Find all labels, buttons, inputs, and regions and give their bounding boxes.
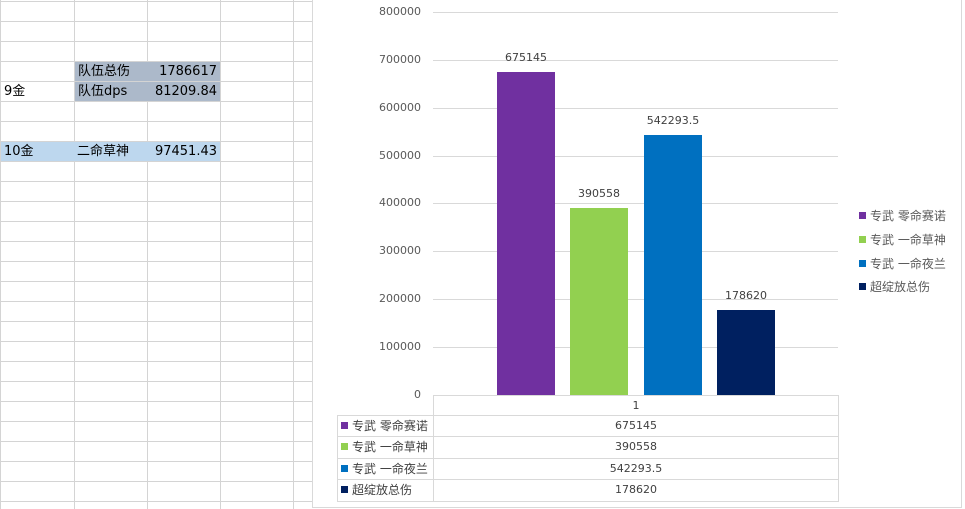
bar-cyno-c0[interactable]: [497, 72, 555, 395]
row-divider: [0, 21, 320, 22]
gridline: [433, 108, 838, 109]
bar-yelan-c1[interactable]: [644, 135, 702, 395]
legend-swatch-icon: [341, 486, 348, 493]
gridline: [433, 299, 838, 300]
cell-c2-nahida-value[interactable]: 97451.43: [147, 142, 220, 161]
gridline: [433, 12, 838, 13]
row-divider: [0, 281, 320, 282]
data-table-value: 178620: [433, 479, 839, 502]
legend-swatch-icon: [859, 260, 866, 267]
y-tick-label: 500000: [379, 149, 421, 162]
row-divider: [0, 481, 320, 482]
legend-swatch-icon: [341, 443, 348, 450]
row-divider: [0, 181, 320, 182]
data-table-category-header: 1: [433, 395, 839, 416]
row-divider: [0, 221, 320, 222]
bar-chart[interactable]: 800000 700000 600000 500000 400000 30000…: [312, 0, 962, 508]
row-divider: [0, 461, 320, 462]
row-divider: [0, 421, 320, 422]
gridline: [433, 156, 838, 157]
row-divider: [0, 121, 320, 122]
series-name: 专武 一命夜兰: [352, 462, 428, 476]
data-label: 178620: [725, 289, 767, 302]
cell-team-dps-label[interactable]: 队伍dps: [75, 82, 147, 101]
column-divider: [147, 0, 148, 509]
gridline: [433, 251, 838, 252]
bar-nahida-c1[interactable]: [570, 208, 628, 395]
series-name: 专武 零命赛诺: [352, 419, 428, 433]
y-tick-label: 800000: [379, 5, 421, 18]
legend-swatch-icon: [341, 422, 348, 429]
row-divider: [0, 441, 320, 442]
y-tick-label: 700000: [379, 53, 421, 66]
cell-c2-nahida-label[interactable]: 二命草神: [74, 142, 147, 161]
cell-9-gold-label[interactable]: 9金: [4, 84, 26, 99]
row-divider: [0, 161, 320, 162]
data-label: 675145: [505, 51, 547, 64]
row-divider: [0, 361, 320, 362]
y-tick-label: 600000: [379, 101, 421, 114]
row-divider: [0, 101, 320, 102]
series-name: 超绽放总伤: [352, 483, 413, 497]
row-divider: [0, 81, 320, 82]
data-table-value: 542293.5: [433, 458, 839, 480]
data-table-key-hyperbloom: 超绽放总伤: [337, 479, 434, 502]
y-tick-label: 300000: [379, 244, 421, 257]
legend-item-cyno[interactable]: 专武 零命赛诺: [859, 209, 946, 223]
gridline: [433, 60, 838, 61]
gridline: [433, 347, 838, 348]
legend-swatch-icon: [341, 465, 348, 472]
data-table-key-cyno: 专武 零命赛诺: [337, 415, 434, 437]
legend-swatch-icon: [859, 212, 866, 219]
column-divider: [220, 0, 221, 509]
y-tick-label: 400000: [379, 196, 421, 209]
row-divider: [0, 321, 320, 322]
data-table-value: 675145: [433, 415, 839, 437]
legend-label: 超绽放总伤: [870, 280, 931, 294]
row-divider: [0, 141, 320, 142]
data-label: 542293.5: [646, 114, 700, 127]
row-divider: [0, 241, 320, 242]
legend-item-hyperbloom[interactable]: 超绽放总伤: [859, 280, 930, 294]
row-divider: [0, 1, 320, 2]
legend-swatch-icon: [859, 283, 866, 290]
row-divider: [0, 41, 320, 42]
legend-label: 专武 一命草神: [870, 233, 946, 247]
row-divider: [0, 401, 320, 402]
legend-swatch-icon: [859, 236, 866, 243]
y-tick-label: 0: [414, 388, 421, 401]
y-tick-label: 200000: [379, 292, 421, 305]
spreadsheet-grid[interactable]: 队伍总伤 1786617 9金 队伍dps 81209.84 10金 二命草神 …: [0, 0, 320, 509]
cell-team-total-damage-value[interactable]: 1786617: [147, 62, 220, 81]
data-table-value: 390558: [433, 436, 839, 459]
legend-item-nahida[interactable]: 专武 一命草神: [859, 233, 946, 247]
bar-hyperbloom-total[interactable]: [717, 310, 775, 395]
row-divider: [0, 381, 320, 382]
column-divider: [0, 0, 1, 509]
row-divider: [0, 301, 320, 302]
data-table-key-yelan: 专武 一命夜兰: [337, 458, 434, 480]
gridline: [433, 203, 838, 204]
row-divider: [0, 261, 320, 262]
column-divider: [74, 0, 75, 509]
legend-label: 专武 零命赛诺: [870, 209, 946, 223]
series-name: 专武 一命草神: [352, 440, 428, 454]
cell-team-dps-value[interactable]: 81209.84: [147, 82, 220, 101]
row-divider: [0, 201, 320, 202]
cell-team-total-damage-label[interactable]: 队伍总伤: [75, 62, 147, 81]
y-tick-label: 100000: [379, 340, 421, 353]
row-divider: [0, 501, 320, 502]
cell-10-gold-label[interactable]: 10金: [1, 142, 74, 161]
row-divider: [0, 341, 320, 342]
legend-label: 专武 一命夜兰: [870, 257, 946, 271]
data-table-key-nahida: 专武 一命草神: [337, 436, 434, 459]
data-label: 390558: [578, 187, 620, 200]
row-divider: [0, 61, 320, 62]
column-divider: [293, 0, 294, 509]
legend-item-yelan[interactable]: 专武 一命夜兰: [859, 257, 946, 271]
